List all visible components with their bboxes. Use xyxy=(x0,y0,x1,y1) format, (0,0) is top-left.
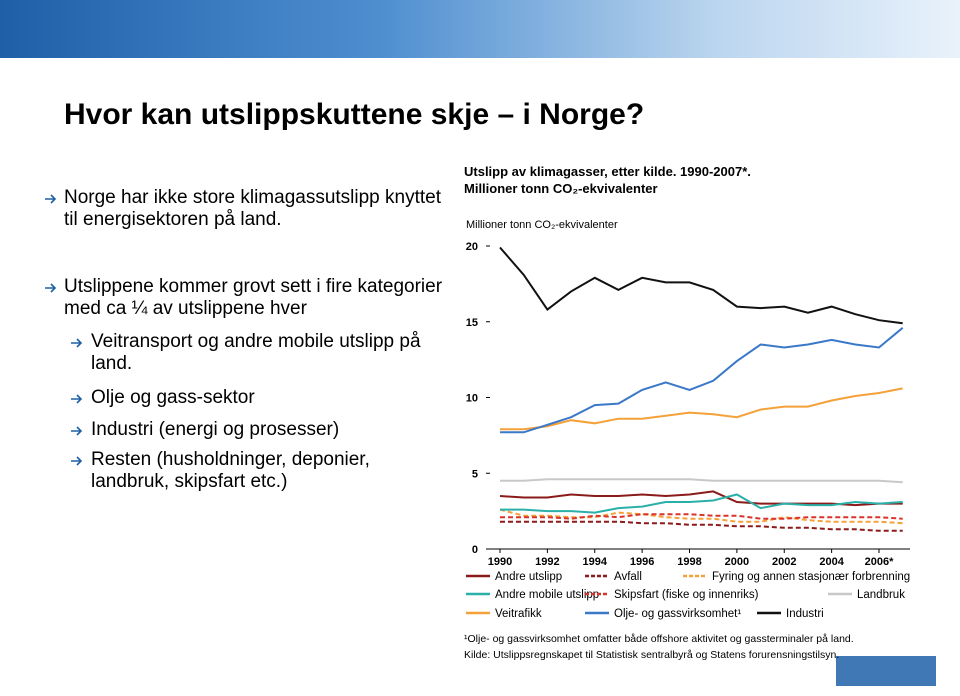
bullet-text: Industri (energi og prosesser) xyxy=(91,419,340,440)
legend-label: Avfall xyxy=(614,571,642,583)
slide-title: Hvor kan utslippskuttene skje – i Norge? xyxy=(64,98,645,131)
bullet-text: Norge har ikke store klimagassutslipp kn… xyxy=(64,187,441,230)
series-line xyxy=(500,387,903,431)
series-line xyxy=(500,493,903,514)
legend-label: Skipsfart (fiske og innenriks) xyxy=(614,589,759,601)
legend-label: Andre utslipp xyxy=(495,571,562,583)
series-line xyxy=(499,246,903,325)
bullet-text: Resten (husholdninger, deponier, landbru… xyxy=(91,449,370,492)
legend-label: Olje- og gassvirksomhet¹ xyxy=(614,608,741,620)
series-line xyxy=(500,478,903,484)
bullet-arrow xyxy=(70,336,84,354)
y-tick-label: 5 xyxy=(472,468,478,480)
series-line xyxy=(500,327,904,434)
series-line xyxy=(499,508,903,525)
x-tick-label: 1990 xyxy=(488,556,512,568)
header-banner xyxy=(0,0,960,58)
bullet-arrow xyxy=(70,454,84,472)
bullet-arrow xyxy=(44,192,58,210)
legend-label: Andre mobile utslipp xyxy=(495,589,599,601)
x-tick-label: 2004 xyxy=(819,556,844,568)
chart-title: Utslipp av klimagasser, etter kilde. 199… xyxy=(464,164,751,179)
footnote: ¹Olje- og gassvirksomhet omfatter både o… xyxy=(464,633,854,645)
x-tick-label: 2006* xyxy=(865,556,894,568)
x-tick-label: 1996 xyxy=(630,556,654,568)
chart-subtitle: Millioner tonn CO₂-ekvivalenter xyxy=(464,181,658,196)
y-tick-label: 10 xyxy=(466,393,478,405)
legend-label: Fyring og annen stasjonær forbrenning xyxy=(712,571,910,583)
bullet-arrow xyxy=(70,392,84,410)
y-tick-label: 0 xyxy=(472,544,478,556)
source: Kilde: Utslippsregnskapet til Statistisk… xyxy=(464,649,839,661)
x-tick-label: 2002 xyxy=(772,556,796,568)
x-tick-label: 1994 xyxy=(583,556,608,568)
y-tick-label: 15 xyxy=(466,317,478,329)
x-tick-label: 2000 xyxy=(725,556,749,568)
bullet-arrow xyxy=(44,281,58,299)
x-tick-label: 1998 xyxy=(677,556,701,568)
y-tick-label: 20 xyxy=(466,241,478,253)
legend-label: Industri xyxy=(786,608,824,620)
bullet-arrow xyxy=(70,424,84,442)
series-line xyxy=(500,520,903,532)
logo xyxy=(836,656,936,686)
series-line xyxy=(500,513,903,520)
bullet-text: Utslippene kommer grovt sett i fire kate… xyxy=(64,276,443,319)
legend-label: Landbruk xyxy=(857,589,905,601)
y-axis-label: Millioner tonn CO₂-ekvivalenter xyxy=(466,219,618,231)
bullet-text: Veitransport og andre mobile utslipp på … xyxy=(91,331,421,374)
bullet-text: Olje og gass-sektor xyxy=(91,387,255,408)
legend-label: Veitrafikk xyxy=(495,608,542,620)
x-tick-label: 1992 xyxy=(535,556,559,568)
